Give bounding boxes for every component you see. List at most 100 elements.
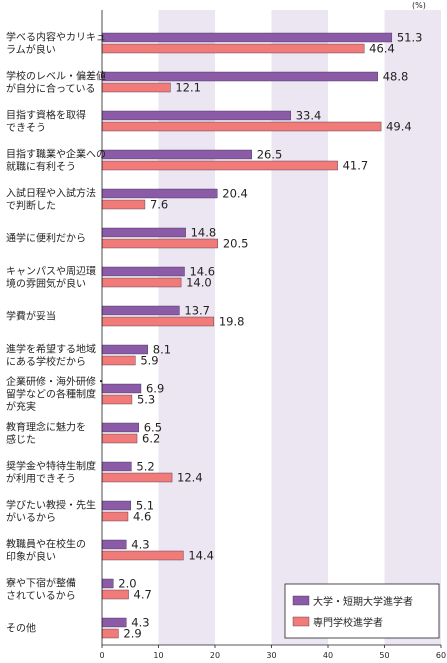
tick-label: 0 <box>99 651 104 660</box>
category-label: その他 <box>6 622 36 635</box>
legend-swatch-university <box>292 595 310 606</box>
category-label: で判断した <box>6 199 56 212</box>
category-label: にある学校だから <box>6 355 86 368</box>
category-label: されているから <box>6 590 76 602</box>
bar <box>101 160 338 171</box>
bar <box>101 394 133 405</box>
data-label: 2.9 <box>123 627 141 641</box>
category-label: 寮や下宿が整備 <box>6 576 76 589</box>
category-label: 目指す資格を取得 <box>6 108 86 121</box>
legend-label-university: 大学・短期大学進学者 <box>313 595 413 608</box>
bar <box>101 43 365 54</box>
data-label: 5.2 <box>136 460 154 474</box>
category-label: 教育理念に魅力を <box>6 420 86 433</box>
data-label: 33.4 <box>296 109 322 123</box>
data-label: 26.5 <box>257 148 283 162</box>
tick-label: 40 <box>323 651 333 660</box>
bar <box>101 500 132 511</box>
bar <box>101 110 291 121</box>
data-label: 4.6 <box>133 510 151 524</box>
data-label: 5.1 <box>136 499 154 513</box>
tick-label: 60 <box>436 651 446 660</box>
tick-label: 10 <box>153 651 163 660</box>
unit-label: (%) <box>412 1 426 10</box>
tick-label: 30 <box>266 651 276 660</box>
data-label: 46.4 <box>369 42 395 56</box>
data-label: 49.4 <box>386 120 412 134</box>
bar <box>101 578 114 589</box>
data-label: 4.3 <box>131 616 149 630</box>
bar <box>101 461 132 472</box>
legend-box <box>284 583 440 639</box>
data-label: 5.3 <box>137 393 155 407</box>
bar <box>101 266 185 277</box>
bar <box>101 539 127 550</box>
category-label: 学びたい教授・先生 <box>6 498 96 511</box>
data-label: 8.1 <box>153 343 171 357</box>
category-label: が自分に合っている <box>6 82 96 95</box>
tick-label: 20 <box>210 651 220 660</box>
category-label: 通学に便利だから <box>6 232 86 245</box>
category-label: ラムが良い <box>6 43 56 56</box>
category-label: 留学などの各種制度 <box>6 388 96 401</box>
category-label: 奨学金や特待生制度 <box>6 459 96 472</box>
category-label: 進学を希望する地域 <box>6 342 96 355</box>
value-labels: 51.346.4 48.8 12.1 33.4 49.4 26.5 41.7 20.4 7.6 1… <box>118 31 422 641</box>
bar <box>101 149 252 160</box>
data-label: 4.3 <box>131 538 149 552</box>
bar <box>101 628 119 639</box>
data-label: 2.0 <box>118 577 136 591</box>
bar <box>101 472 173 483</box>
category-label: 目指す職業や企業への <box>6 147 106 160</box>
legend-swatch-vocational <box>292 616 310 627</box>
data-label: 14.8 <box>191 226 217 240</box>
category-label: 印象が良い <box>6 550 56 563</box>
data-label: 4.7 <box>134 588 152 602</box>
bar <box>101 383 142 394</box>
category-labels: 学べる内容やカリキュラムが良い学校のレベル・偏差値が自分に合っている目指す資格を… <box>6 30 106 634</box>
category-label: 就職に有利そう <box>6 160 76 173</box>
category-label: 企業研修・海外研修・ <box>6 375 106 388</box>
data-label: 6.9 <box>146 382 164 396</box>
bar <box>101 71 378 82</box>
category-label: キャンパスや周辺環 <box>6 265 96 277</box>
category-label: が充実 <box>6 400 36 413</box>
data-label: 14.0 <box>186 276 212 290</box>
background-band <box>271 10 328 645</box>
category-label: 感じた <box>6 433 36 446</box>
bar <box>101 550 184 561</box>
data-label: 51.3 <box>397 31 423 45</box>
legend: 大学・短期大学進学者 専門学校進学者 <box>284 583 440 639</box>
tick-labels: 0 10 20 30 40 50 60 <box>99 645 446 660</box>
data-label: 14.4 <box>188 549 214 563</box>
data-label: 41.7 <box>343 159 369 173</box>
bar <box>101 32 393 43</box>
data-label: 7.6 <box>150 198 168 212</box>
bar <box>101 238 219 249</box>
bar <box>101 422 139 433</box>
data-label: 20.4 <box>222 187 248 201</box>
data-label: 12.1 <box>175 81 201 95</box>
tick-label: 50 <box>379 651 389 660</box>
data-label: 14.6 <box>189 265 215 279</box>
data-label: 13.7 <box>184 304 210 318</box>
category-label: 境の雰囲気が良い <box>6 277 86 290</box>
data-label: 5.9 <box>140 354 158 368</box>
category-label: が利用できそう <box>6 472 76 485</box>
category-label: 教職員や在校生の <box>6 537 86 550</box>
bar <box>101 199 146 210</box>
bar <box>101 277 182 288</box>
bar <box>101 433 138 444</box>
bar <box>101 305 180 316</box>
data-label: 12.4 <box>177 471 203 485</box>
category-label: 入試日程や入試方法 <box>6 186 96 199</box>
data-label: 6.5 <box>144 421 162 435</box>
bar <box>101 82 171 93</box>
bar <box>101 589 129 600</box>
bar <box>101 227 186 238</box>
legend-label-vocational: 専門学校進学者 <box>313 616 383 629</box>
background-band <box>384 10 441 645</box>
bar <box>101 355 136 366</box>
category-label: 学べる内容やカリキュ <box>6 30 106 43</box>
category-label: 学費が妥当 <box>6 310 56 323</box>
